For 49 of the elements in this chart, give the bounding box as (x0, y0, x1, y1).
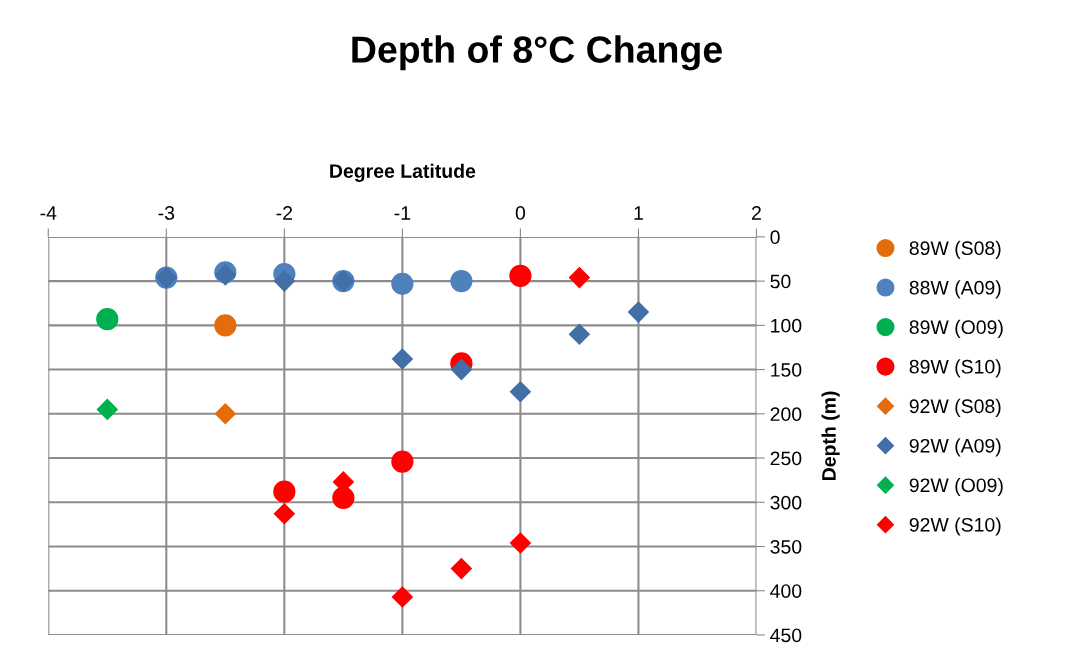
y-tick-label: 200 (770, 407, 802, 422)
legend-label: 92W (S10) (909, 517, 1001, 536)
point (391, 272, 414, 295)
y-tick-label: 150 (771, 363, 802, 377)
x-tick-label: -3 (158, 206, 175, 220)
point (214, 314, 237, 337)
legend-label: 89W (S08) (909, 240, 1001, 259)
y-tick-label: 50 (770, 274, 791, 289)
x-axis-title: Degree Latitude (330, 163, 476, 182)
x-tick-label: -4 (40, 206, 57, 220)
legend-label: 89W (O09) (909, 319, 1003, 338)
y-tick-label: 350 (770, 539, 802, 554)
point (568, 267, 590, 289)
y-tick-label: 450 (770, 628, 802, 643)
y-axis-title: Depth (m) (821, 391, 840, 480)
point (450, 270, 473, 293)
x-tick-label: -1 (394, 206, 411, 220)
legend-label: 92W (S08) (909, 398, 1001, 417)
point (391, 586, 413, 608)
x-tick-label: 2 (752, 206, 761, 220)
point (450, 558, 472, 580)
point (332, 486, 355, 509)
point (627, 301, 649, 323)
point (214, 403, 236, 425)
point (568, 323, 590, 345)
y-tick-label: 300 (770, 495, 802, 510)
chart-title: Depth of 8°C Change (352, 35, 722, 71)
x-tick-label: -2 (276, 206, 293, 220)
point (391, 348, 413, 370)
point (509, 264, 532, 287)
legend-label: 92W (A09) (909, 438, 1001, 457)
y-tick-label: 100 (771, 318, 802, 333)
point (391, 450, 414, 473)
point (96, 398, 118, 420)
point (509, 381, 531, 403)
y-tick-label: 400 (770, 584, 802, 598)
point (509, 532, 531, 554)
legend-label: 89W (S10) (909, 359, 1001, 378)
x-tick-label: 1 (634, 206, 643, 220)
point (450, 359, 472, 381)
y-tick-label: 0 (770, 230, 780, 245)
point (96, 308, 119, 331)
legend-label: 88W (A09) (909, 280, 1001, 299)
y-tick-label: 250 (770, 451, 802, 466)
legend-label: 92W (O09) (909, 477, 1003, 496)
x-tick-label: 0 (515, 206, 526, 220)
point (273, 480, 296, 503)
point (273, 270, 295, 292)
point (273, 503, 295, 525)
